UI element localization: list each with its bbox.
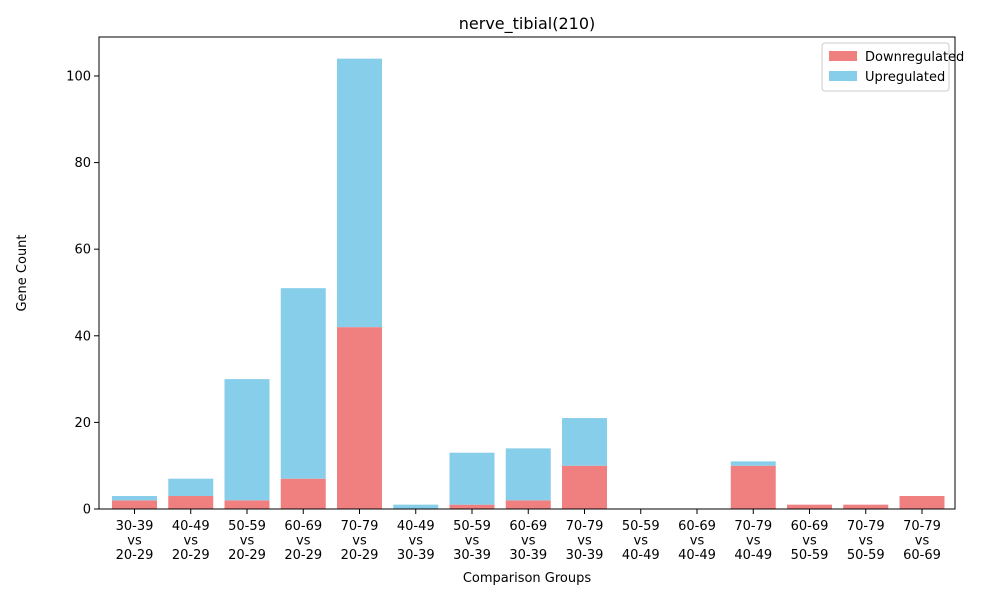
- plot-frame: [98, 36, 956, 510]
- x-tick-label: 70-79 vs 30-39: [566, 519, 604, 563]
- y-tick-label: 100: [66, 69, 91, 84]
- x-tick-label: 50-59 vs 40-49: [622, 519, 660, 563]
- bar-upregulated-8: [562, 418, 607, 466]
- x-tick-label: 50-59 vs 20-29: [228, 519, 266, 563]
- bar-upregulated-11: [730, 461, 776, 466]
- x-tick-label: 50-59 vs 30-39: [453, 519, 491, 563]
- y-tick-label: 80: [74, 156, 91, 171]
- legend-label-upregulated: Upregulated: [865, 70, 945, 85]
- x-tick-label: 40-49 vs 30-39: [397, 519, 435, 563]
- x-tick-label: 60-69 vs 20-29: [284, 519, 322, 563]
- x-tick-label: 70-79 vs 60-69: [903, 519, 941, 563]
- bar-downregulated-14: [899, 496, 945, 509]
- bar-downregulated-8: [562, 465, 607, 509]
- x-axis-label: Comparison Groups: [463, 571, 592, 586]
- bar-downregulated-3: [280, 478, 326, 509]
- legend-label-downregulated: Downregulated: [865, 50, 964, 65]
- x-tick-label: 30-39 vs 20-29: [116, 519, 154, 563]
- y-tick-label: 60: [74, 243, 91, 258]
- bar-upregulated-2: [224, 379, 270, 501]
- bar-downregulated-6: [449, 504, 495, 509]
- x-tick-label: 70-79 vs 40-49: [734, 519, 772, 563]
- x-tick-label: 70-79 vs 50-59: [847, 519, 885, 563]
- bar-downregulated-13: [843, 504, 889, 509]
- x-tick-label: 40-49 vs 20-29: [172, 519, 210, 563]
- legend: Downregulated Upregulated: [821, 42, 964, 92]
- bar-downregulated-2: [224, 500, 270, 509]
- bar-upregulated-5: [393, 504, 439, 509]
- bar-upregulated-1: [168, 478, 214, 497]
- bar-downregulated-12: [787, 504, 832, 509]
- bar-upregulated-0: [112, 496, 157, 501]
- chart-title: nerve_tibial(210): [459, 14, 595, 34]
- bar-downregulated-1: [168, 496, 214, 509]
- bar-downregulated-7: [505, 500, 551, 509]
- bar-upregulated-4: [337, 58, 382, 328]
- y-tick-label: 20: [74, 416, 91, 431]
- x-tick-label: 60-69 vs 50-59: [791, 519, 829, 563]
- legend-swatch-downregulated: [829, 51, 857, 61]
- x-tick-label: 60-69 vs 30-39: [509, 519, 547, 563]
- bar-upregulated-7: [505, 448, 551, 501]
- bar-downregulated-0: [112, 500, 157, 509]
- bar-downregulated-11: [730, 465, 776, 509]
- y-axis: 0 20 40 60 80 100: [66, 69, 99, 518]
- legend-swatch-upregulated: [829, 71, 857, 81]
- x-tick-label: 70-79 vs 20-29: [341, 519, 379, 563]
- bar-downregulated-4: [337, 327, 382, 509]
- bar-upregulated-3: [280, 288, 326, 479]
- y-tick-label: 0: [83, 503, 91, 518]
- y-axis-label: Gene Count: [15, 234, 30, 311]
- bars-layer: [112, 58, 945, 509]
- bar-upregulated-6: [449, 452, 495, 505]
- y-tick-label: 40: [74, 329, 91, 344]
- x-tick-label: 60-69 vs 40-49: [678, 519, 716, 563]
- x-axis: 30-39 vs 20-29 40-49 vs 20-29 50-59 vs 20-29 60-6…: [116, 509, 941, 563]
